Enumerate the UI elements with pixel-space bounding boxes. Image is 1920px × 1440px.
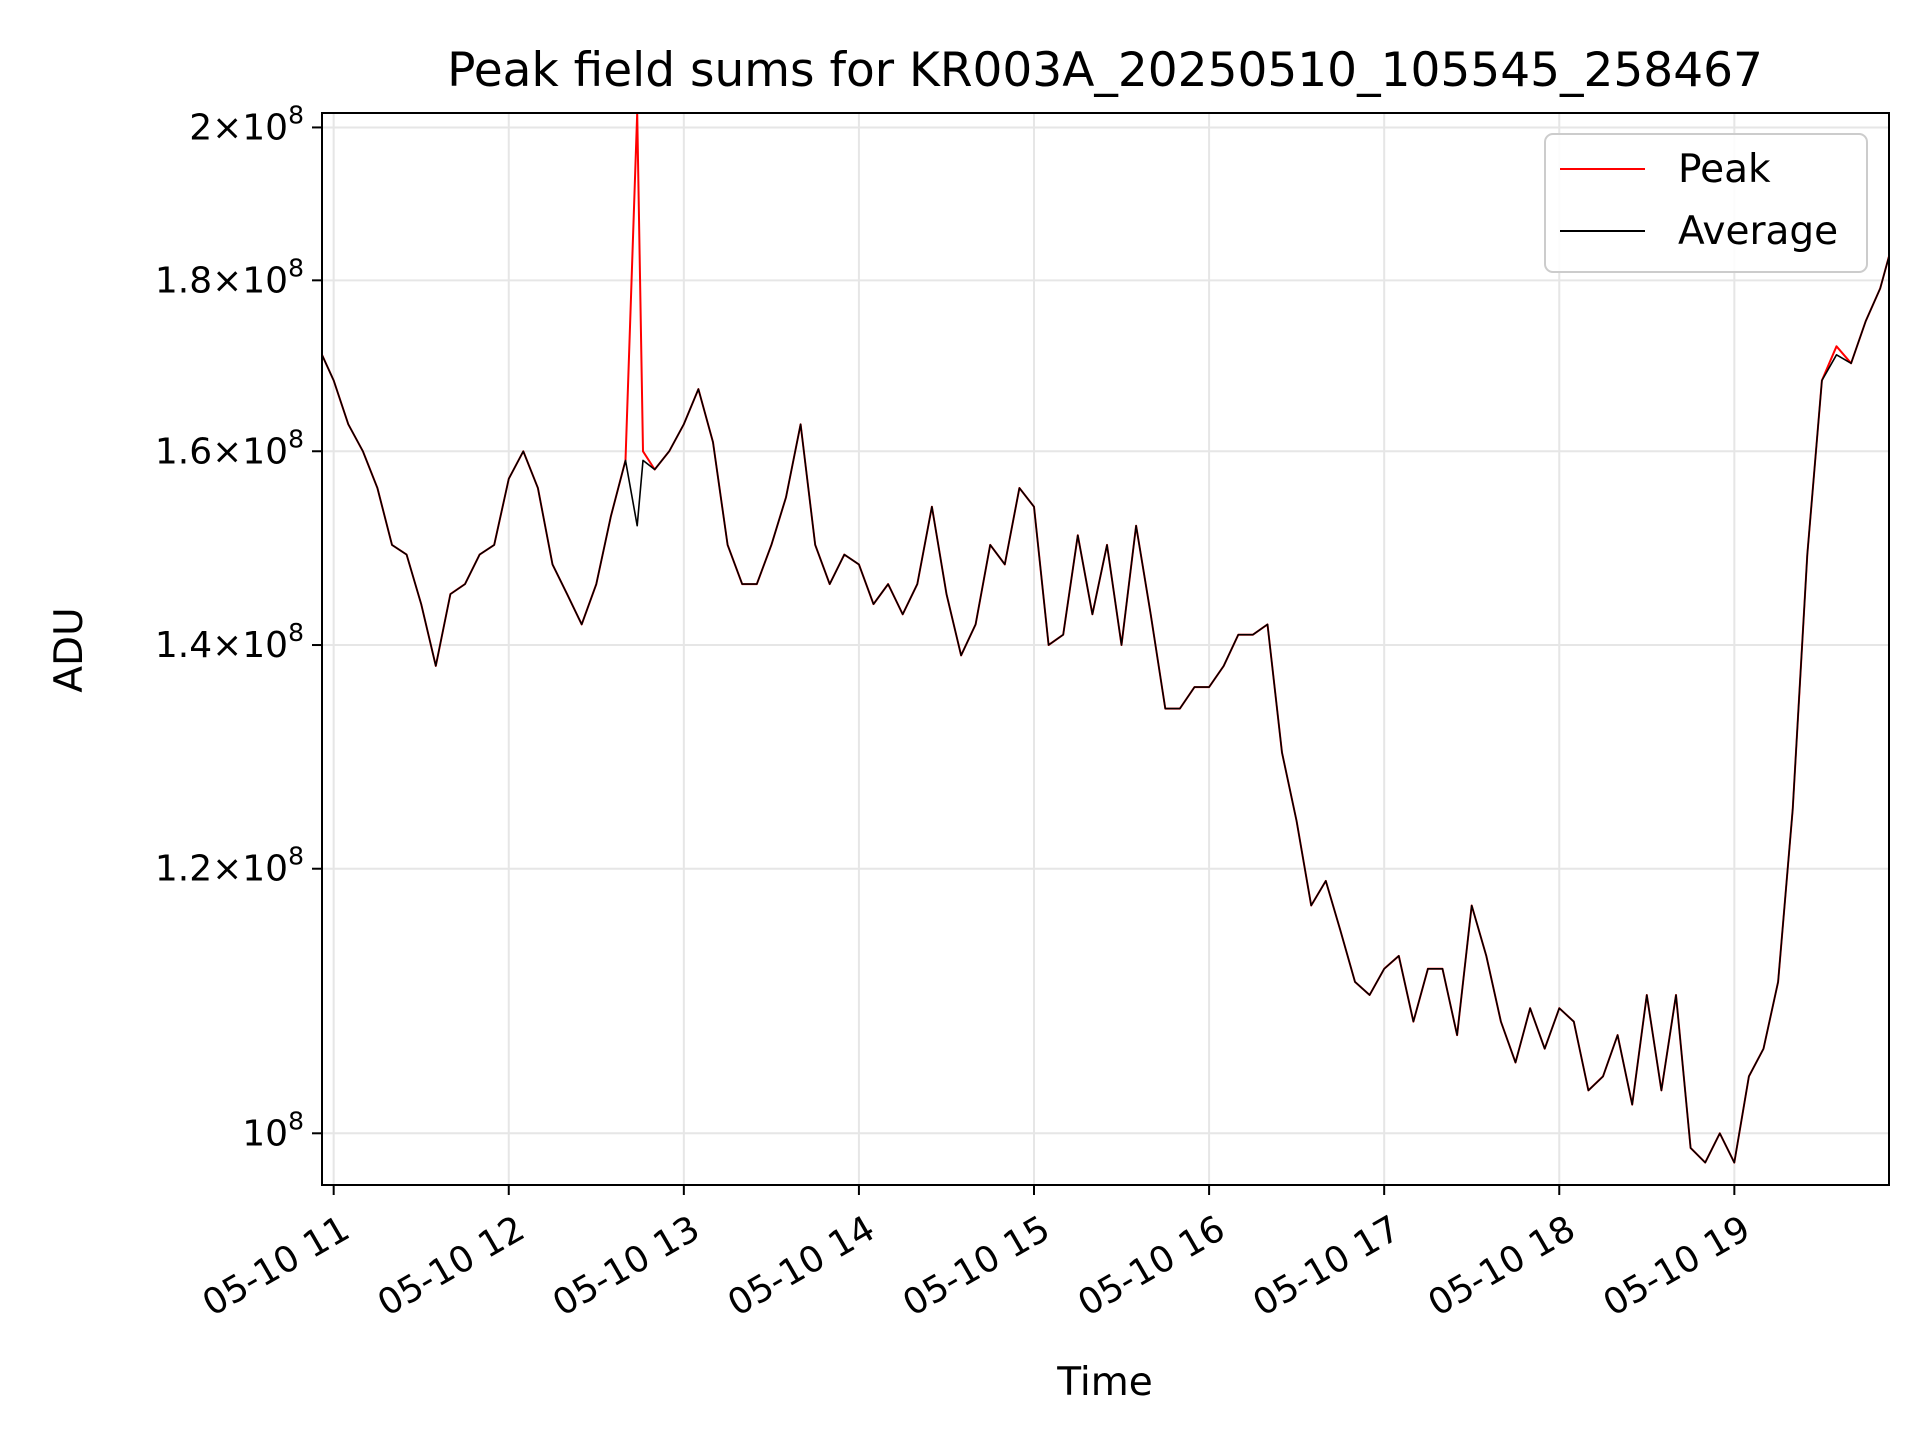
series-average-line	[322, 256, 1889, 1164]
grid-lines	[322, 113, 1889, 1185]
x-axis-label: Time	[1056, 1360, 1152, 1405]
y-tick-label: 1.8×108	[155, 253, 304, 301]
y-axis-label: ADU	[47, 607, 92, 692]
y-tick-label: 1.2×108	[155, 842, 304, 890]
y-tick-label: 1.4×108	[155, 618, 304, 666]
y-axis-ticks: 108 1.2×108 1.4×108 1.6×108 1.8×108 2×108	[155, 100, 322, 1154]
legend-peak-label: Peak	[1678, 147, 1771, 192]
y-tick-label: 108	[242, 1106, 304, 1154]
legend: Peak Average	[1544, 133, 1868, 273]
chart-title: Peak field sums for KR003A_20250510_1055…	[447, 43, 1763, 98]
y-tick-label: 2×108	[189, 100, 304, 148]
y-tick-label: 1.6×108	[155, 424, 304, 472]
plot-frame	[321, 112, 1890, 1186]
legend-average-label: Average	[1678, 209, 1838, 254]
series-layer	[322, 113, 1889, 1164]
